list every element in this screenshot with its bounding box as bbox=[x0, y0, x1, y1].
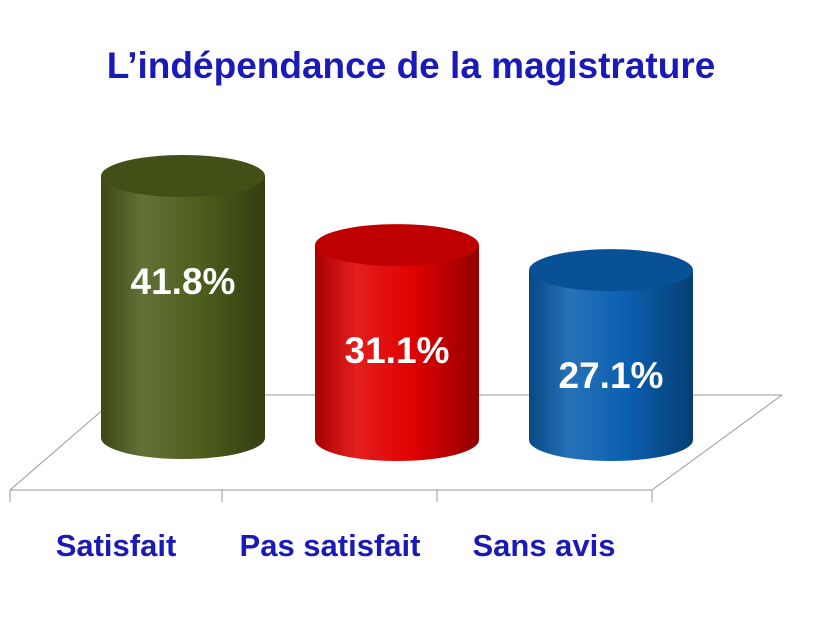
bar-body bbox=[101, 176, 265, 459]
floor-line bbox=[651, 394, 783, 491]
bars bbox=[101, 155, 693, 461]
category-label: Satisfait bbox=[56, 528, 177, 563]
chart-title: L’indépendance de la magistrature bbox=[107, 45, 716, 86]
category-labels: Satisfait Pas satisfait Sans avis bbox=[56, 528, 616, 563]
value-labels: 41.8% 31.1% 27.1% bbox=[131, 261, 664, 396]
value-label: 41.8% bbox=[131, 261, 236, 302]
value-label: 27.1% bbox=[559, 355, 664, 396]
bar-body bbox=[315, 245, 479, 461]
bar-top bbox=[101, 155, 265, 197]
bar-sans-avis bbox=[529, 249, 693, 461]
category-label: Sans avis bbox=[472, 528, 615, 563]
category-label: Pas satisfait bbox=[240, 528, 421, 563]
bar-satisfait bbox=[101, 155, 265, 459]
bar-top bbox=[529, 249, 693, 292]
bar-pas-satisfait bbox=[315, 224, 479, 461]
value-label: 31.1% bbox=[345, 330, 450, 371]
bar-body bbox=[529, 270, 693, 461]
bar-top bbox=[315, 224, 479, 267]
